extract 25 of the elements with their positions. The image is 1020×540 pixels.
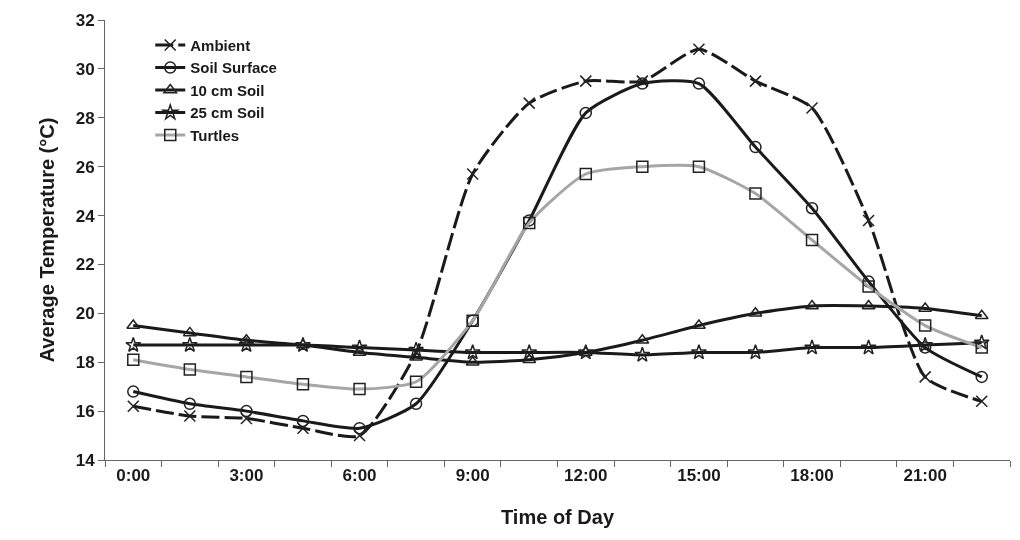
x-tick-label: 3:00 bbox=[229, 466, 264, 486]
y-tick-label: 14 bbox=[75, 450, 96, 470]
y-tick-label: 18 bbox=[75, 353, 95, 373]
legend-label: Soil Surface bbox=[190, 59, 277, 77]
y-tick-label: 26 bbox=[75, 157, 95, 177]
legend-label: Ambient bbox=[190, 36, 251, 54]
legend-label: 25 cm Soil bbox=[190, 104, 265, 122]
y-axis-title: Average Temperature (°C) bbox=[36, 117, 59, 363]
y-tick-label: 32 bbox=[75, 10, 95, 30]
x-tick-label: 21:00 bbox=[903, 466, 947, 486]
y-tick-label: 30 bbox=[75, 59, 95, 79]
x-tick-label: 18:00 bbox=[790, 466, 834, 486]
x-tick-label: 9:00 bbox=[455, 466, 490, 486]
y-tick-label: 24 bbox=[75, 206, 96, 226]
legend-label: 10 cm Soil bbox=[190, 81, 265, 99]
legend-label: Turtles bbox=[190, 126, 240, 144]
x-tick-label: 0:00 bbox=[116, 466, 151, 486]
x-tick-label: 15:00 bbox=[677, 466, 721, 486]
y-tick-label: 28 bbox=[75, 108, 95, 128]
x-axis-title: Time of Day bbox=[501, 505, 615, 528]
y-tick-label: 20 bbox=[75, 304, 95, 324]
y-tick-label: 22 bbox=[75, 255, 95, 275]
x-tick-label: 6:00 bbox=[342, 466, 377, 486]
y-tick-label: 16 bbox=[75, 402, 95, 422]
x-tick-label: 12:00 bbox=[564, 466, 608, 486]
